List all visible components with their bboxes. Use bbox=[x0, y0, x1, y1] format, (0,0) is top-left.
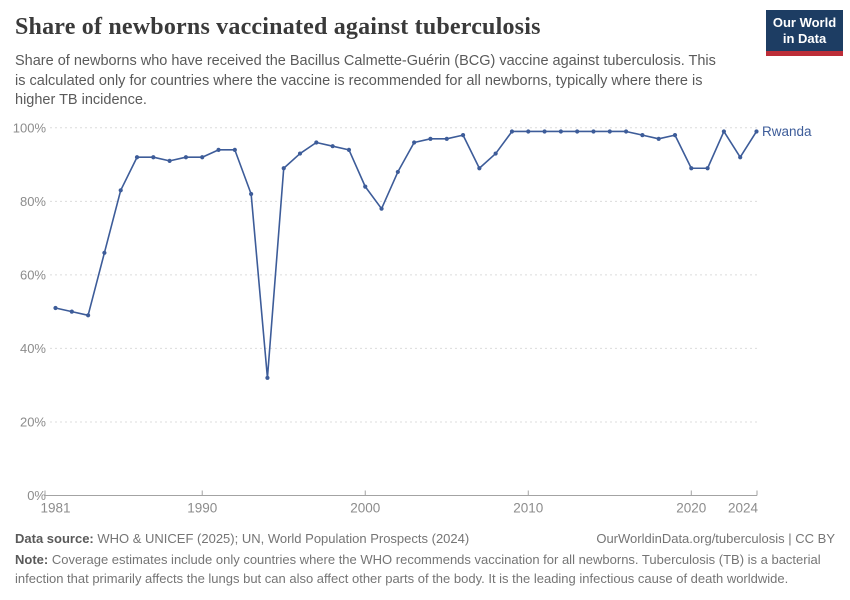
y-axis-tick-label: 60% bbox=[20, 267, 46, 282]
data-point bbox=[738, 155, 743, 160]
chart-subtitle: Share of newborns who have received the … bbox=[15, 53, 716, 108]
data-point bbox=[575, 129, 580, 134]
data-point bbox=[607, 129, 612, 134]
series-label-rwanda[interactable]: Rwanda bbox=[762, 124, 812, 139]
data-point bbox=[69, 309, 74, 314]
data-point bbox=[232, 147, 237, 152]
chart-footer: Data source: WHO & UNICEF (2025); UN, Wo… bbox=[15, 531, 835, 546]
data-point bbox=[314, 140, 319, 145]
x-axis-tick-label: 1990 bbox=[187, 501, 217, 516]
data-point bbox=[754, 129, 759, 134]
attribution-link[interactable]: OurWorldinData.org/tuberculosis | CC BY bbox=[596, 531, 835, 546]
data-point bbox=[477, 166, 482, 171]
data-point bbox=[151, 155, 156, 160]
x-axis-tick-label: 2010 bbox=[513, 501, 543, 516]
data-line-rwanda bbox=[55, 130, 758, 379]
y-axis-tick-label: 100% bbox=[13, 120, 47, 135]
data-point bbox=[265, 375, 270, 380]
y-axis-tick-label: 0% bbox=[27, 488, 46, 503]
data-point bbox=[656, 136, 661, 141]
data-point bbox=[721, 129, 726, 134]
data-point bbox=[86, 313, 91, 318]
data-point bbox=[705, 166, 710, 171]
data-point bbox=[216, 147, 221, 152]
data-point bbox=[591, 129, 596, 134]
owid-logo-line1: Our World bbox=[772, 15, 837, 30]
data-point bbox=[460, 133, 466, 138]
data-point bbox=[134, 155, 140, 160]
data-point bbox=[297, 151, 303, 156]
data-point bbox=[167, 158, 172, 163]
data-point bbox=[53, 305, 58, 311]
data-point bbox=[444, 136, 449, 141]
owid-logo-line2: in Data bbox=[782, 31, 827, 46]
data-point bbox=[395, 169, 400, 175]
data-point bbox=[509, 129, 515, 134]
page-title: Share of newborns vaccinated against tub… bbox=[15, 14, 541, 40]
data-point bbox=[558, 129, 563, 134]
data-point bbox=[640, 133, 645, 138]
owid-logo[interactable]: Our World in Data bbox=[766, 10, 843, 56]
data-point bbox=[428, 136, 433, 141]
x-axis-tick-label: 2000 bbox=[350, 501, 380, 516]
data-point bbox=[118, 188, 123, 193]
data-point bbox=[281, 166, 286, 171]
data-point bbox=[542, 129, 547, 134]
y-axis-tick-label: 80% bbox=[20, 194, 46, 209]
data-point bbox=[493, 151, 498, 156]
data-point bbox=[623, 129, 629, 134]
data-source-label: Data source: bbox=[15, 531, 94, 546]
y-axis-tick-label: 20% bbox=[20, 414, 46, 429]
data-point bbox=[379, 206, 384, 211]
data-point bbox=[183, 155, 189, 160]
x-axis-tick-label: 2020 bbox=[676, 501, 706, 516]
data-source-text: WHO & UNICEF (2025); UN, World Populatio… bbox=[93, 531, 470, 546]
data-point bbox=[689, 166, 694, 171]
data-point bbox=[200, 155, 205, 160]
chart-note: Note: Coverage estimates include only co… bbox=[15, 551, 837, 588]
x-axis-tick-label: 2024 bbox=[728, 501, 759, 516]
data-point bbox=[330, 144, 335, 149]
data-point bbox=[363, 184, 368, 189]
x-axis-tick-label: 1981 bbox=[40, 501, 70, 516]
data-point bbox=[346, 147, 352, 152]
data-point bbox=[249, 191, 254, 197]
data-point bbox=[412, 140, 417, 145]
note-label: Note: bbox=[15, 552, 49, 567]
data-source-line: Data source: WHO & UNICEF (2025); UN, Wo… bbox=[15, 531, 469, 546]
data-point bbox=[526, 129, 531, 134]
data-point bbox=[672, 133, 678, 138]
y-axis-tick-label: 40% bbox=[20, 341, 46, 356]
data-point bbox=[102, 250, 107, 255]
note-text: Coverage estimates include only countrie… bbox=[15, 552, 821, 586]
